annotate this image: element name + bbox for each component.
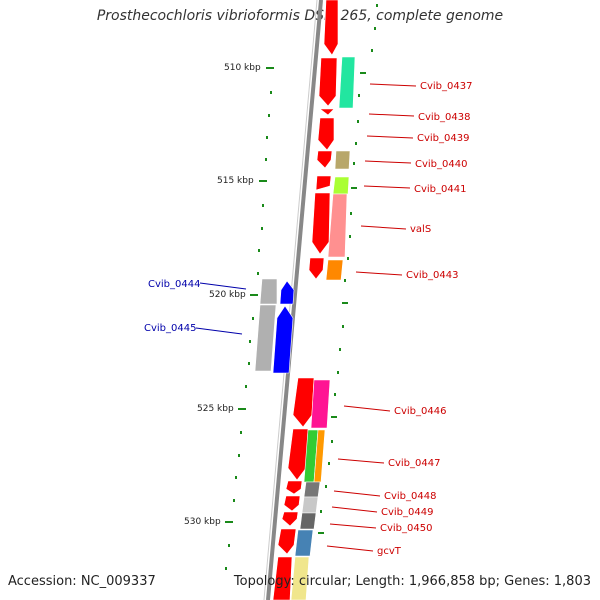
major-tick: [250, 294, 258, 296]
gene-label-cvib-0447[interactable]: Cvib_0447: [388, 458, 440, 469]
gene-arrow-forward[interactable]: [311, 192, 331, 255]
cog-box: [254, 304, 277, 372]
gene-arrow-forward[interactable]: [285, 480, 303, 495]
gene-arrow-forward[interactable]: [315, 175, 332, 191]
kbp-label: 510 kbp: [224, 63, 261, 73]
cog-box: [299, 512, 317, 530]
gene-label-cvib-0438[interactable]: Cvib_0438: [418, 112, 470, 123]
gene-label-gcvt[interactable]: gcvT: [377, 546, 402, 557]
kbp-ticks: [225, 67, 274, 523]
gene-label-cvib-0446[interactable]: Cvib_0446: [394, 406, 446, 417]
reverse-leader-lines: [195, 282, 247, 335]
forward-leader-lines: [326, 83, 417, 552]
cog-box: [290, 556, 310, 600]
gene-label-cvib-0450[interactable]: Cvib_0450: [380, 523, 432, 534]
cog-box: [259, 278, 278, 305]
gene-label-cvib-0441[interactable]: Cvib_0441: [414, 184, 466, 195]
gene-arrow-forward[interactable]: [287, 428, 309, 481]
gene-label-cvib-0439[interactable]: Cvib_0439: [417, 133, 469, 144]
major-tick: [259, 180, 267, 182]
gene-label-cvib-0444[interactable]: Cvib_0444: [148, 279, 200, 290]
kbp-label: 530 kbp: [184, 517, 221, 527]
major-tick: [225, 521, 233, 523]
gene-arrow-reverse[interactable]: [279, 280, 295, 305]
minor-ticks-right: [318, 4, 378, 534]
gene-arrow-forward[interactable]: [323, 0, 339, 56]
genome-summary-text: Topology: circular; Length: 1,966,858 bp…: [233, 574, 591, 589]
gene-arrow-forward[interactable]: [308, 257, 325, 280]
gene-arrow-forward[interactable]: [281, 511, 299, 527]
genome-title: Prosthecochloris vibrioformis DSM 265, c…: [96, 8, 504, 24]
cog-box: [325, 259, 344, 281]
reverse-gene-track: [272, 280, 295, 374]
gene-arrow-forward[interactable]: [292, 377, 315, 428]
cog-box: [303, 481, 321, 498]
gene-arrow-reverse[interactable]: [272, 305, 294, 374]
gene-arrow-forward[interactable]: [318, 57, 338, 107]
cog-box: [313, 429, 326, 483]
major-tick: [238, 408, 246, 410]
gene-label-cvib-0445[interactable]: Cvib_0445: [144, 323, 196, 334]
gene-arrow-forward[interactable]: [316, 150, 333, 169]
forward-gene-track: [272, 0, 339, 600]
gene-label-cvib-0440[interactable]: Cvib_0440: [415, 159, 467, 170]
gene-label-cvib-0449[interactable]: Cvib_0449: [381, 507, 433, 518]
kbp-label: 515 kbp: [217, 176, 254, 186]
cog-box: [338, 56, 356, 109]
gene-arrow-forward[interactable]: [272, 556, 293, 600]
kbp-label: 520 kbp: [209, 290, 246, 300]
cog-box: [310, 379, 331, 429]
gene-arrow-forward[interactable]: [319, 108, 335, 116]
reverse-cog-track: [254, 278, 278, 372]
major-tick: [266, 67, 274, 69]
minor-ticks-left: [225, 91, 272, 570]
gene-label-cvib-0437[interactable]: Cvib_0437: [420, 81, 472, 92]
cog-box: [334, 150, 351, 170]
accession-text: Accession: NC_009337: [8, 574, 156, 589]
kbp-label: 525 kbp: [197, 404, 234, 414]
gene-label-cvib-0448[interactable]: Cvib_0448: [384, 491, 436, 502]
cog-box: [332, 176, 350, 195]
gene-arrow-forward[interactable]: [317, 117, 335, 151]
cog-box: [301, 496, 319, 514]
gene-arrow-forward[interactable]: [277, 528, 297, 555]
forward-cog-track: [290, 56, 356, 600]
gene-arrow-forward[interactable]: [283, 495, 301, 512]
cog-box: [327, 193, 348, 258]
gene-label-vals[interactable]: valS: [410, 224, 431, 235]
backbone-outer: [266, 0, 323, 600]
gene-label-cvib-0443[interactable]: Cvib_0443: [406, 270, 458, 281]
cog-box: [294, 529, 314, 557]
